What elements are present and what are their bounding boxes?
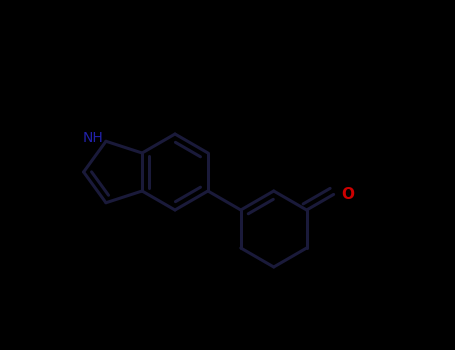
Text: O: O xyxy=(342,187,354,202)
Text: NH: NH xyxy=(82,131,103,145)
